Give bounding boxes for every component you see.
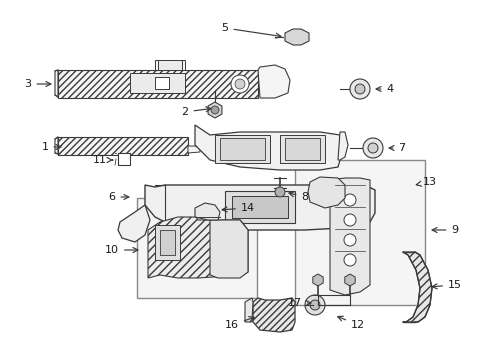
Polygon shape <box>208 102 222 118</box>
Circle shape <box>354 84 364 94</box>
Bar <box>58 137 187 155</box>
Circle shape <box>274 187 285 197</box>
Bar <box>215 135 269 163</box>
Bar <box>155 225 180 260</box>
Bar <box>220 138 264 160</box>
Text: 8: 8 <box>288 192 308 202</box>
Polygon shape <box>344 274 354 286</box>
Text: 6: 6 <box>108 192 129 202</box>
Bar <box>158 60 182 70</box>
Polygon shape <box>244 298 252 322</box>
Bar <box>137 198 257 298</box>
Polygon shape <box>329 178 369 295</box>
Bar <box>160 230 175 255</box>
Circle shape <box>210 106 219 114</box>
Polygon shape <box>195 203 220 220</box>
Circle shape <box>362 138 382 158</box>
Polygon shape <box>312 274 323 286</box>
Text: 7: 7 <box>388 143 405 153</box>
Bar <box>294 160 424 305</box>
Polygon shape <box>285 29 308 45</box>
Bar <box>58 70 258 98</box>
Text: 14: 14 <box>222 203 255 213</box>
Circle shape <box>367 143 377 153</box>
Text: 16: 16 <box>224 316 254 330</box>
Text: 4: 4 <box>375 84 393 94</box>
Polygon shape <box>148 217 247 278</box>
Bar <box>231 196 287 218</box>
Circle shape <box>343 194 355 206</box>
Text: 3: 3 <box>24 79 51 89</box>
Text: 11: 11 <box>93 155 112 165</box>
Text: 12: 12 <box>337 316 365 330</box>
Circle shape <box>343 234 355 246</box>
Circle shape <box>349 79 369 99</box>
Circle shape <box>305 295 325 315</box>
Text: 15: 15 <box>431 280 461 290</box>
Polygon shape <box>307 177 345 208</box>
Polygon shape <box>258 65 289 98</box>
Polygon shape <box>118 205 150 242</box>
Text: 13: 13 <box>415 177 436 187</box>
Bar <box>155 77 169 89</box>
Circle shape <box>343 214 355 226</box>
Circle shape <box>235 79 244 89</box>
Bar <box>118 153 130 165</box>
Text: 2: 2 <box>181 107 210 117</box>
Bar <box>130 73 184 93</box>
Polygon shape <box>337 132 347 160</box>
Text: 5: 5 <box>221 23 281 38</box>
Polygon shape <box>55 137 58 154</box>
Bar <box>280 135 325 163</box>
Bar <box>224 191 294 223</box>
Polygon shape <box>209 220 247 278</box>
Polygon shape <box>155 60 184 70</box>
Text: 10: 10 <box>105 245 138 255</box>
Polygon shape <box>402 252 431 322</box>
Circle shape <box>343 254 355 266</box>
Text: 1: 1 <box>41 142 61 152</box>
Polygon shape <box>55 70 58 97</box>
Polygon shape <box>195 125 339 170</box>
Bar <box>285 138 319 160</box>
Polygon shape <box>252 298 294 332</box>
Circle shape <box>230 75 248 93</box>
Text: 9: 9 <box>431 225 458 235</box>
Polygon shape <box>145 185 374 230</box>
Circle shape <box>309 300 319 310</box>
Polygon shape <box>187 146 200 153</box>
Text: 17: 17 <box>287 298 310 308</box>
